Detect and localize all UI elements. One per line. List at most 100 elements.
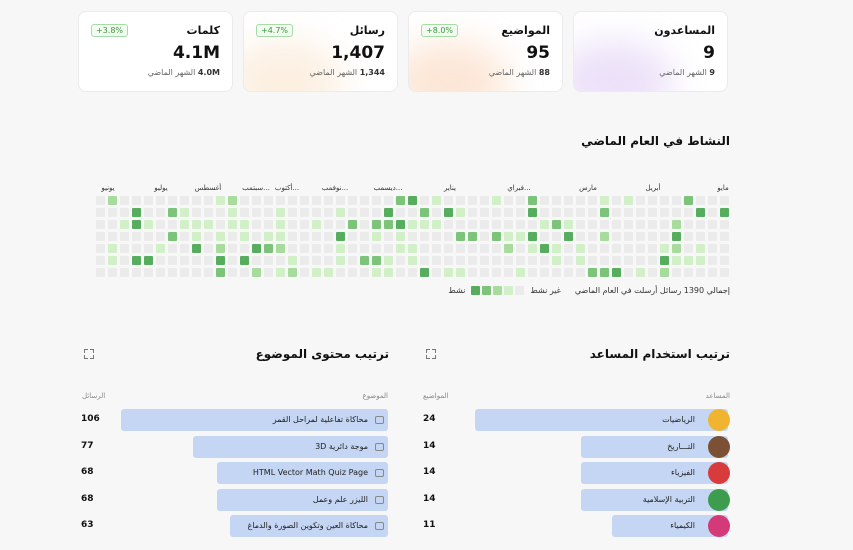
activity-cell xyxy=(552,244,561,253)
activity-cell xyxy=(396,220,405,229)
prev-value: 88 xyxy=(538,68,550,77)
activity-cell xyxy=(276,208,285,217)
activity-cell xyxy=(552,220,561,229)
month-label: مايو xyxy=(717,184,729,192)
activity-cell xyxy=(360,268,369,277)
activity-cell xyxy=(720,208,729,217)
ranking-label: التربية الإسلامية xyxy=(642,494,695,504)
ranking-count: 106 xyxy=(81,414,100,424)
col-header-topics: المواضيع xyxy=(423,392,449,400)
activity-cell xyxy=(240,244,249,253)
activity-cell xyxy=(660,208,669,217)
activity-cell xyxy=(456,196,465,205)
activity-cell xyxy=(552,208,561,217)
activity-cell xyxy=(348,220,357,229)
activity-cell xyxy=(108,232,117,241)
activity-cell xyxy=(324,196,333,205)
activity-cell xyxy=(156,220,165,229)
activity-cell xyxy=(144,244,153,253)
activity-cell xyxy=(144,256,153,265)
activity-cell xyxy=(648,244,657,253)
activity-cell xyxy=(672,196,681,205)
activity-cell xyxy=(444,196,453,205)
activity-cell xyxy=(468,244,477,253)
activity-cell xyxy=(348,208,357,217)
activity-cell xyxy=(696,256,705,265)
expand-icon[interactable] xyxy=(83,348,95,360)
activity-cell xyxy=(492,244,501,253)
activity-cell xyxy=(636,268,645,277)
activity-cell xyxy=(516,268,525,277)
activity-cell xyxy=(276,268,285,277)
activity-cell xyxy=(540,244,549,253)
activity-cell xyxy=(672,220,681,229)
activity-cell xyxy=(312,244,321,253)
activity-cell xyxy=(480,196,489,205)
activity-cell xyxy=(324,256,333,265)
ranking-bar xyxy=(121,409,388,431)
activity-cell xyxy=(696,268,705,277)
activity-cell xyxy=(300,208,309,217)
activity-cell xyxy=(492,232,501,241)
activity-cell xyxy=(564,244,573,253)
prev-value: 1,344 xyxy=(359,68,385,77)
activity-cell xyxy=(216,244,225,253)
activity-cell xyxy=(672,232,681,241)
activity-cell xyxy=(612,244,621,253)
activity-cell xyxy=(396,232,405,241)
activity-cell xyxy=(600,256,609,265)
ranking-bar xyxy=(612,515,728,537)
activity-cell xyxy=(720,220,729,229)
month-label: فبراي... xyxy=(507,184,531,192)
card-footer: 1,344 الشهر الماضي xyxy=(256,68,385,77)
month-label: نوفمب... xyxy=(321,184,349,192)
stat-card-assistants: المساعدون 9 9 الشهر الماضي xyxy=(573,11,728,92)
activity-cell xyxy=(192,208,201,217)
assistant-row[interactable]: الكيمياء 11 xyxy=(423,515,730,537)
activity-cell xyxy=(96,208,105,217)
activity-cell xyxy=(456,244,465,253)
activity-cell xyxy=(576,232,585,241)
prev-value: 9 xyxy=(709,68,715,77)
activity-cell xyxy=(108,196,117,205)
card-value: 95 xyxy=(526,43,550,63)
assistant-row[interactable]: التربية الإسلامية 14 xyxy=(423,488,730,511)
activity-cell xyxy=(396,196,405,205)
activity-cell xyxy=(468,232,477,241)
activity-cell xyxy=(204,256,213,265)
topic-row[interactable]: محاكاة العين وتكوين الصورة والدماغ 63 xyxy=(81,515,388,537)
activity-cell xyxy=(684,244,693,253)
activity-cell xyxy=(360,196,369,205)
activity-cell xyxy=(540,256,549,265)
assistant-row[interactable]: الفيزياء 14 xyxy=(423,462,730,484)
activity-cell xyxy=(564,208,573,217)
activity-cell xyxy=(192,256,201,265)
ranking-count: 14 xyxy=(423,440,436,451)
activity-cell xyxy=(672,208,681,217)
activity-cell xyxy=(216,268,225,277)
activity-cell xyxy=(564,196,573,205)
topic-row[interactable]: الليزر علم وعمل 68 xyxy=(81,488,388,511)
activity-cell xyxy=(216,196,225,205)
activity-cell xyxy=(696,196,705,205)
activity-cell xyxy=(576,256,585,265)
activity-cell xyxy=(192,196,201,205)
activity-cell xyxy=(252,244,261,253)
topic-row[interactable]: موجة دائرية 3D 77 xyxy=(81,435,388,458)
activity-cell xyxy=(564,232,573,241)
activity-cell xyxy=(492,256,501,265)
ranking-label: HTML Vector Math Quiz Page xyxy=(252,468,368,477)
activity-cell xyxy=(180,268,189,277)
card-value: 1,407 xyxy=(331,43,385,63)
assistant-row[interactable]: التـــاريخ 14 xyxy=(423,435,730,458)
topic-row[interactable]: HTML Vector Math Quiz Page 68 xyxy=(81,462,388,484)
expand-icon[interactable] xyxy=(425,348,437,360)
activity-cell xyxy=(588,232,597,241)
card-title: رسائل xyxy=(349,24,385,37)
activity-cell xyxy=(636,256,645,265)
activity-cell xyxy=(408,232,417,241)
activity-cell xyxy=(348,256,357,265)
assistant-row[interactable]: الرياضيات 24 xyxy=(423,409,730,431)
topic-row[interactable]: محاكاة تفاعلية لمراحل القمر 106 xyxy=(81,409,388,431)
activity-cell xyxy=(696,244,705,253)
